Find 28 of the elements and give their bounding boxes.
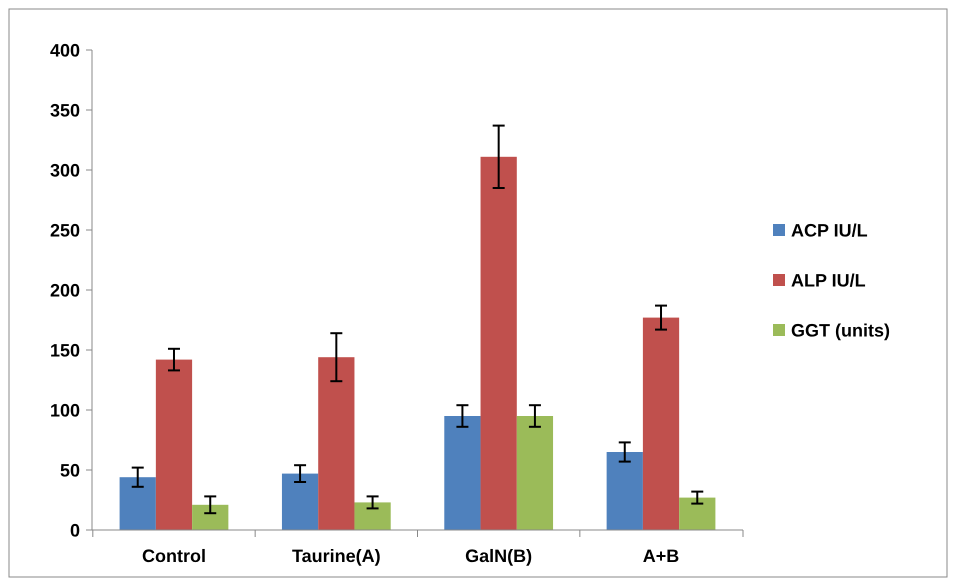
x-tick-label: A+B	[642, 546, 680, 566]
bar	[354, 502, 391, 530]
bar	[156, 360, 192, 530]
y-tick-label: 350	[50, 100, 80, 120]
legend-label: GGT (units)	[791, 320, 890, 340]
y-tick-label: 300	[50, 160, 80, 180]
legend-label: ALP IU/L	[791, 270, 866, 290]
y-tick-label: 50	[60, 460, 80, 480]
bar	[318, 357, 354, 530]
y-tick-label: 400	[50, 40, 80, 60]
bar	[642, 318, 680, 530]
x-tick-label: GalN(B)	[465, 546, 532, 566]
bar	[480, 156, 517, 530]
y-tick-label: 250	[50, 220, 80, 240]
y-tick-label: 100	[50, 400, 80, 420]
bar	[444, 416, 481, 530]
x-tick-label: Control	[142, 546, 206, 566]
bar	[679, 498, 716, 530]
y-tick-label: 150	[50, 340, 80, 360]
bar	[192, 504, 228, 530]
bar	[120, 477, 156, 530]
y-tick-label: 0	[70, 520, 80, 540]
bar	[282, 474, 318, 530]
legend-label: ACP IU/L	[791, 220, 868, 240]
y-tick-label: 200	[50, 280, 80, 300]
x-tick-label: Taurine(A)	[292, 546, 381, 566]
bar	[606, 452, 643, 530]
bar	[516, 416, 554, 530]
